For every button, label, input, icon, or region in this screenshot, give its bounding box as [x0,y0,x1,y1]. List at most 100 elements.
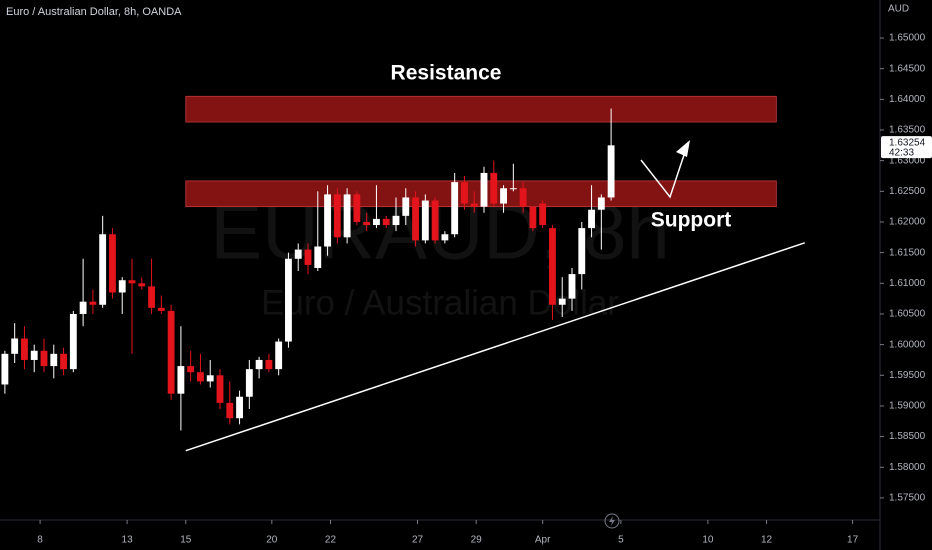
candle-body [167,310,175,394]
candle-body [79,301,87,314]
candle-body [597,197,605,210]
last-price-tag [881,136,932,159]
candle-body [128,280,136,284]
candle-body [363,221,371,226]
candle-body [89,301,97,305]
candle-body [549,228,556,305]
resistance-label: Resistance [391,62,502,85]
candle-body [40,350,48,367]
candle-body [255,359,263,370]
candle-body [69,313,77,370]
y-tick-label: 1.58000 [889,462,926,473]
axes: 1.57500 1.58000 1.58500 1.59000 1.59500 1.600… [37,33,932,546]
candle-body [412,197,419,241]
candle-body [157,307,165,311]
candle-body [431,200,439,241]
candle-body [187,366,195,373]
x-tick-label: 27 [412,535,424,546]
x-tick-label: 8 [37,535,43,546]
lightning-icon[interactable] [604,513,620,529]
candle-body [558,298,566,305]
y-tick-label: 1.65000 [889,33,926,44]
trendline [185,242,805,452]
candle-body [109,234,116,293]
candle-body [441,234,449,241]
candle-body [11,338,19,354]
candle-body [480,172,488,207]
candle-body [226,402,234,419]
candle-body [373,218,380,226]
candle-body [304,249,312,265]
y-tick-label: 1.61500 [889,247,926,258]
candle-body [451,182,459,235]
countdown-label: 42:33 [889,148,914,159]
chart-title: Euro / Australian Dollar, 8h, OANDA [6,6,182,18]
candle-body [539,203,547,226]
candle-body [118,280,126,293]
candle-body [490,172,498,204]
candle-body [177,366,185,394]
x-tick-label: 20 [266,535,278,546]
candle-body [1,353,9,385]
y-axis-label: AUD [888,4,909,15]
candle-body [509,188,517,190]
candle-body [314,246,322,268]
y-tick-label: 1.58500 [889,431,926,442]
last-price-label: 1.63254 [889,138,926,149]
candle-body [382,218,390,226]
support-label: Support [651,209,731,232]
y-tick-label: 1.62500 [889,186,926,197]
y-tick-label: 1.63500 [889,125,926,136]
zone [185,95,777,123]
y-tick-label: 1.63000 [889,155,926,166]
candle-body [50,353,58,367]
candle-body [99,234,107,305]
y-tick-label: 1.59000 [889,401,926,412]
candle-body [138,283,146,287]
y-tick-label: 1.64000 [889,94,926,105]
candle-body [519,188,527,207]
candle-body [578,228,586,275]
x-tick-label: 17 [847,535,859,546]
candle-body [421,200,429,241]
candle-body [60,353,67,370]
candle-body [588,209,595,229]
y-tick-label: 1.57500 [889,493,926,504]
projection-arrow [640,154,685,199]
x-tick-label: Apr [535,535,551,546]
candle-body [470,203,478,207]
candle-body [265,359,273,370]
y-tick-label: 1.59500 [889,370,926,381]
candle-body [206,375,214,382]
candle-body [353,194,361,222]
x-tick-label: 13 [122,535,134,546]
candle-body [461,182,468,204]
candle-body [216,375,224,403]
candle-body [324,194,331,247]
x-tick-label: 5 [618,535,624,546]
candle-body [568,274,576,299]
y-tick-label: 1.64500 [889,63,926,74]
candle-body [294,249,302,259]
candle-body [402,197,410,216]
lightning-glyph [609,516,615,526]
candle-body [275,341,283,370]
candle-body [529,206,537,229]
candle-body [197,372,204,382]
x-tick-label: 10 [702,535,714,546]
y-tick-label: 1.62000 [889,217,926,228]
y-tick-label: 1.60000 [889,339,926,350]
candle-body [30,350,38,360]
candle-body [148,286,155,308]
candle-body [245,369,253,397]
overlay: Resistance Support [391,62,731,529]
y-tick-label: 1.61000 [889,278,926,289]
candle-body [607,145,615,198]
candle-body [21,338,28,360]
x-tick-label: 15 [180,535,192,546]
candle-body [285,258,292,342]
candles [1,108,805,452]
y-tick-label: 1.60500 [889,309,926,320]
